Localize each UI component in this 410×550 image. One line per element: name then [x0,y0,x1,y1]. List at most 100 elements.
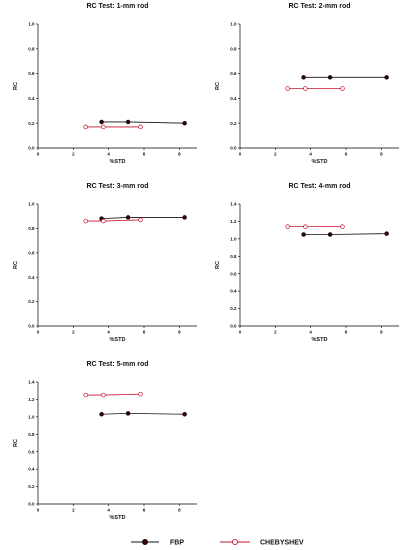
x-tick-label: 0 [239,152,242,157]
y-tick-label: 0.8 [230,254,237,259]
x-axis-label: %STD [312,159,328,165]
fbp-data-point [182,411,187,417]
chebyshev-data-point [285,86,290,91]
legend-marker [231,539,238,546]
chart-panel-3: RC Test: 3-mm rod 0.0 0.2 0.4 0.6 0.8 1.0 0 2 4 6 8… [13,183,197,343]
legend-marker [141,539,148,546]
fbp-data-point [327,75,333,80]
x-tick-label: 8 [380,152,383,157]
y-tick-label: 0.0 [230,146,237,151]
fbp-data-point [301,232,306,237]
chebyshev-data-point [303,86,308,91]
y-tick-label: 1.0 [28,22,35,27]
chart-title: RC Test: 4-mm rod [288,183,350,190]
y-tick-label: 0.2 [28,121,35,126]
x-axis-label: %STD [110,337,126,343]
fbp-data-point [384,75,389,80]
fbp-data-point [125,215,131,220]
chebyshev-data-point [83,124,88,130]
chart-title: RC Test: 5-mm rod [86,361,148,368]
chebyshev-data-point [101,218,106,224]
y-tick-label: 0.8 [230,46,237,51]
x-tick-label: 4 [309,152,312,157]
y-tick-label: 0.2 [230,121,237,126]
x-tick-label: 2 [72,152,75,157]
chebyshev-data-point [138,124,143,130]
chebyshev-data-point [101,124,106,130]
x-tick-label: 4 [107,152,110,157]
x-tick-label: 0 [37,508,40,513]
x-tick-label: 0 [239,330,242,335]
y-tick-label: 1.0 [28,414,35,419]
x-tick-label: 0 [37,330,40,335]
x-axis-label: %STD [110,515,126,521]
y-tick-label: 0.0 [28,324,35,329]
y-tick-label: 0.6 [28,71,35,76]
fbp-series-line [101,217,185,220]
chebyshev-data-point [83,218,88,224]
x-tick-label: 6 [143,152,146,157]
y-axis-label: RC [215,261,221,269]
y-tick-label: 0.0 [28,502,35,507]
fbp-data-point [182,120,187,126]
x-tick-label: 2 [72,330,75,335]
chebyshev-series-line [85,219,141,222]
x-tick-label: 6 [345,152,348,157]
legend-label: CHEBYSHEV [260,540,304,547]
y-axis-label: RC [13,439,19,447]
fbp-data-point [99,411,104,417]
legend-item-chebyshev: CHEBYSHEV [220,539,304,547]
fbp-data-point [99,119,104,125]
y-tick-label: 0.2 [28,299,35,304]
y-tick-label: 0.8 [28,432,35,437]
fbp-series-line [303,233,387,235]
chebyshev-data-point [340,224,345,229]
y-tick-label: 0.4 [230,96,237,101]
y-tick-label: 0.4 [230,289,237,294]
y-tick-label: 1.0 [230,22,237,27]
y-tick-label: 0.6 [28,449,35,454]
y-tick-label: 0.6 [230,271,237,276]
y-tick-label: 0.2 [230,306,237,311]
chebyshev-data-point [138,391,143,397]
x-tick-label: 6 [345,330,348,335]
fbp-series-line [101,121,185,124]
y-tick-label: 0.2 [28,484,35,489]
chart-panel-1: RC Test: 1-mm rod 0.0 0.2 0.4 0.6 0.8 1.0 0 2 4 6 8… [13,3,197,165]
fbp-data-point [327,232,333,237]
x-tick-label: 6 [143,330,146,335]
x-tick-label: 8 [380,330,383,335]
chebyshev-data-point [285,224,290,229]
chebyshev-series-line [85,393,141,396]
x-axis-label: %STD [110,159,126,165]
x-tick-label: 2 [274,330,277,335]
chart-panel-2: RC Test: 2-mm rod 0.0 0.2 0.4 0.6 0.8 1.0 0 2 4 6 8… [215,3,399,165]
x-axis-label: %STD [312,337,328,343]
y-axis-label: RC [215,82,221,90]
chebyshev-data-point [340,86,345,91]
fbp-data-point [182,215,187,220]
y-tick-label: 1.2 [28,397,35,402]
y-tick-label: 0.4 [28,467,35,472]
fbp-data-point [125,119,131,125]
y-tick-label: 0.8 [28,226,35,231]
x-tick-label: 8 [178,508,181,513]
y-tick-label: 1.0 [230,236,237,241]
y-tick-label: 1.2 [230,219,237,224]
chart-title: RC Test: 3-mm rod [86,183,148,190]
y-tick-label: 0.0 [230,324,237,329]
y-tick-label: 1.4 [28,380,35,385]
y-tick-label: 0.8 [28,46,35,51]
y-tick-label: 1.0 [28,202,35,207]
fbp-data-point [125,411,131,416]
legend-label: FBP [170,540,184,547]
chart-title: RC Test: 2-mm rod [288,3,350,10]
legend-item-fbp: FBP [131,539,184,547]
fbp-data-point [384,231,389,236]
chebyshev-data-point [303,224,308,229]
chart-panel-4: RC Test: 4-mm rod 0.0 0.2 0.4 0.6 0.8 1.0 1.2 1.… [215,183,399,343]
x-tick-label: 2 [72,508,75,513]
chart-title: RC Test: 1-mm rod [86,3,148,10]
y-tick-label: 0.6 [28,250,35,255]
